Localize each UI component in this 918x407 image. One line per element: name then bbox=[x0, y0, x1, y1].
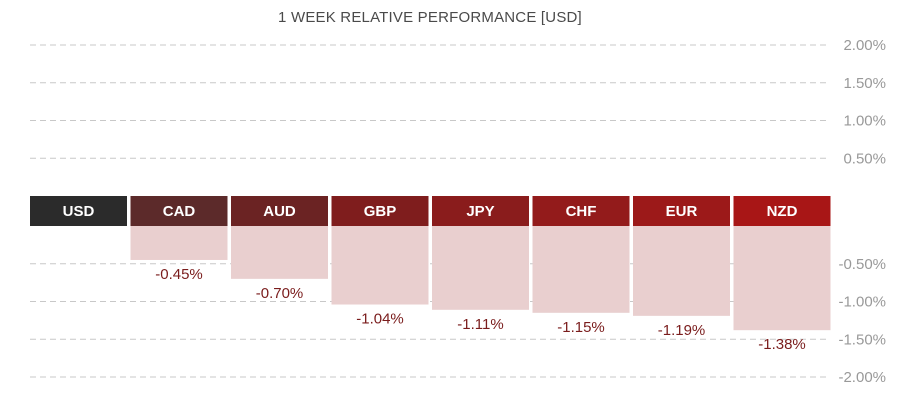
header-jpy bbox=[432, 196, 529, 226]
bar-cad bbox=[130, 226, 228, 260]
bar-chf bbox=[532, 226, 630, 313]
category-label-jpy: JPY bbox=[466, 203, 494, 220]
y-tick-label: -1.00% bbox=[838, 294, 886, 311]
header-eur bbox=[633, 196, 730, 226]
bar-aud bbox=[231, 226, 328, 279]
header-layer: USD CAD AUD GBP JPY CHF EUR NZD bbox=[30, 196, 831, 226]
bar-gbp bbox=[331, 226, 429, 305]
bar-eur bbox=[633, 226, 730, 316]
y-tick-label: 1.50% bbox=[843, 75, 886, 92]
y-tick-label: -0.50% bbox=[838, 256, 886, 273]
category-label-nzd: NZD bbox=[767, 203, 798, 220]
grid-layer: 2.00% 1.50% 1.00% 0.50% -0.50% -1.00% -1.50% -2… bbox=[30, 37, 886, 386]
bar-jpy bbox=[432, 226, 529, 310]
value-label-nzd: -1.38% bbox=[758, 336, 806, 353]
header-nzd bbox=[733, 196, 831, 226]
value-label-chf: -1.15% bbox=[557, 319, 605, 336]
category-label-aud: AUD bbox=[263, 203, 296, 220]
bar-nzd bbox=[733, 226, 831, 331]
category-label-cad: CAD bbox=[163, 203, 196, 220]
value-label-aud: -0.70% bbox=[256, 285, 304, 302]
category-label-chf: CHF bbox=[566, 203, 597, 220]
y-tick-label: -2.00% bbox=[838, 369, 886, 386]
value-label-jpy: -1.11% bbox=[457, 316, 503, 333]
chart-title: 1 WEEK RELATIVE PERFORMANCE [USD] bbox=[278, 9, 582, 26]
header-gbp bbox=[331, 196, 429, 226]
header-chf bbox=[532, 196, 630, 226]
value-label-eur: -1.19% bbox=[658, 322, 706, 339]
bars-layer bbox=[130, 226, 831, 331]
value-label-gbp: -1.04% bbox=[356, 311, 404, 328]
category-label-gbp: GBP bbox=[364, 203, 397, 220]
value-label-cad: -0.45% bbox=[155, 266, 203, 283]
header-aud bbox=[231, 196, 328, 226]
y-tick-label: -1.50% bbox=[838, 331, 886, 348]
y-tick-label: 0.50% bbox=[843, 150, 886, 167]
base-currency-label: USD bbox=[63, 203, 95, 220]
category-label-eur: EUR bbox=[666, 203, 698, 220]
y-tick-label: 2.00% bbox=[843, 37, 886, 54]
y-tick-label: 1.00% bbox=[843, 113, 886, 130]
base-currency-header bbox=[30, 196, 127, 226]
header-cad bbox=[130, 196, 228, 226]
label-layer: -0.45% -0.70% -1.04% -1.11% -1.15% -1.19% -1.3… bbox=[155, 266, 806, 353]
